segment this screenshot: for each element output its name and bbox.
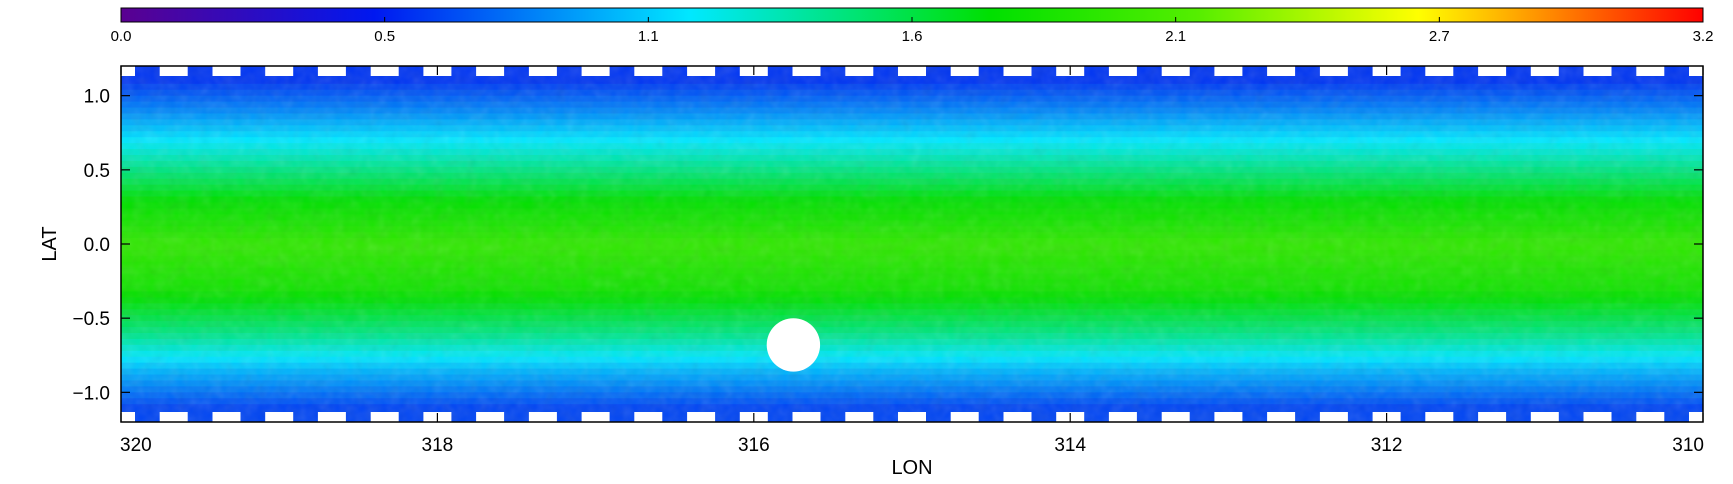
y-tick-label: −0.5: [72, 309, 110, 330]
colorbar-tick-label: 1.6: [902, 28, 923, 45]
bottom-edge-mask: [1161, 412, 1190, 422]
top-edge-mask: [1425, 66, 1454, 76]
bottom-edge-mask: [1636, 412, 1665, 422]
y-tick-label: 1.0: [84, 87, 110, 108]
top-edge-mask: [1319, 66, 1348, 76]
top-edge-mask: [528, 66, 557, 76]
top-edge-mask: [159, 66, 188, 76]
top-edge-mask: [1267, 66, 1296, 76]
top-edge-mask: [950, 66, 979, 76]
top-edge-mask: [121, 66, 135, 76]
colorbar-tick-label: 0.0: [111, 28, 132, 45]
x-axis-label: LON: [891, 457, 932, 479]
x-tick-label: 314: [1054, 435, 1086, 456]
bottom-edge-mask: [1003, 412, 1032, 422]
axis-ticks: 320 318 316 314 312 310 1.0 0.5 0.0 −0.5 −1.0: [72, 66, 1704, 456]
colorbar-ticks: 0.0 0.5 1.1 1.6 2.1 2.7 3.2: [111, 17, 1714, 45]
masked-region: [766, 318, 821, 372]
bottom-edge-mask: [265, 412, 294, 422]
bottom-edge-mask: [634, 412, 663, 422]
top-edge-mask: [898, 66, 926, 76]
x-tick-label: 316: [738, 435, 770, 456]
bottom-edge-mask: [1689, 412, 1703, 422]
bottom-edge-mask: [687, 412, 716, 422]
top-edge-mask: [1636, 66, 1665, 76]
top-edge-mask: [1478, 66, 1507, 76]
plot-area: 320 318 316 314 312 310 1.0 0.5 0.0 −0.5 −1.0: [72, 65, 1704, 456]
top-edge-mask: [1530, 66, 1559, 76]
bottom-edge-mask: [1319, 412, 1348, 422]
top-edge-mask: [1003, 66, 1032, 76]
colorbar-tick-label: 2.7: [1429, 28, 1450, 45]
top-edge-mask: [1161, 66, 1190, 76]
colorbar-tick-label: 2.1: [1165, 28, 1186, 45]
colorbar-tick-label: 3.2: [1693, 28, 1714, 45]
bottom-edge-mask: [1108, 412, 1137, 422]
bottom-edge-mask: [1214, 412, 1243, 422]
y-tick-label: 0.0: [84, 235, 110, 256]
colorbar: 0.0 0.5 1.1 1.6 2.1 2.7 3.2: [111, 7, 1714, 45]
x-tick-label: 310: [1672, 435, 1704, 456]
top-edge-mask: [1108, 66, 1137, 76]
bottom-edge-mask: [121, 412, 135, 422]
top-edge-mask: [212, 66, 241, 76]
bottom-edge-mask: [581, 412, 610, 422]
top-edge-mask: [265, 66, 294, 76]
y-axis-label: LAT: [39, 226, 61, 261]
top-edge-mask: [370, 66, 399, 76]
bottom-edge-mask: [1530, 412, 1559, 422]
top-edge-mask: [317, 66, 346, 76]
heatmap-texture: [121, 66, 1703, 422]
bottom-edge-mask: [845, 412, 874, 422]
bottom-edge-mask: [370, 412, 399, 422]
bottom-edge-mask: [1478, 412, 1507, 422]
bottom-edge-mask: [476, 412, 505, 422]
bottom-edge-mask: [317, 412, 346, 422]
bottom-edge-mask: [898, 412, 926, 422]
top-edge-mask: [581, 66, 610, 76]
x-tick-label: 318: [422, 435, 454, 456]
top-edge-mask: [1689, 66, 1703, 76]
top-edge-mask: [1583, 66, 1612, 76]
bottom-edge-mask: [1583, 412, 1612, 422]
bottom-edge-mask: [950, 412, 979, 422]
bottom-edge-mask: [792, 412, 821, 422]
y-tick-label: 0.5: [84, 161, 110, 182]
top-edge-mask: [1214, 66, 1243, 76]
top-edge-mask: [476, 66, 505, 76]
top-edge-mask: [792, 66, 821, 76]
top-edge-mask: [634, 66, 663, 76]
bottom-edge-mask: [1425, 412, 1454, 422]
bottom-edge-mask: [528, 412, 557, 422]
top-edge-mask: [687, 66, 716, 76]
colorbar-tick-label: 0.5: [374, 28, 395, 45]
top-edge-mask: [845, 66, 874, 76]
x-tick-label: 312: [1371, 435, 1403, 456]
bottom-edge-mask: [1267, 412, 1296, 422]
y-tick-label: −1.0: [72, 383, 110, 404]
bottom-edge-mask: [159, 412, 188, 422]
x-tick-label: 320: [120, 435, 152, 456]
colorbar-tick-label: 1.1: [638, 28, 659, 45]
bottom-edge-mask: [212, 412, 241, 422]
